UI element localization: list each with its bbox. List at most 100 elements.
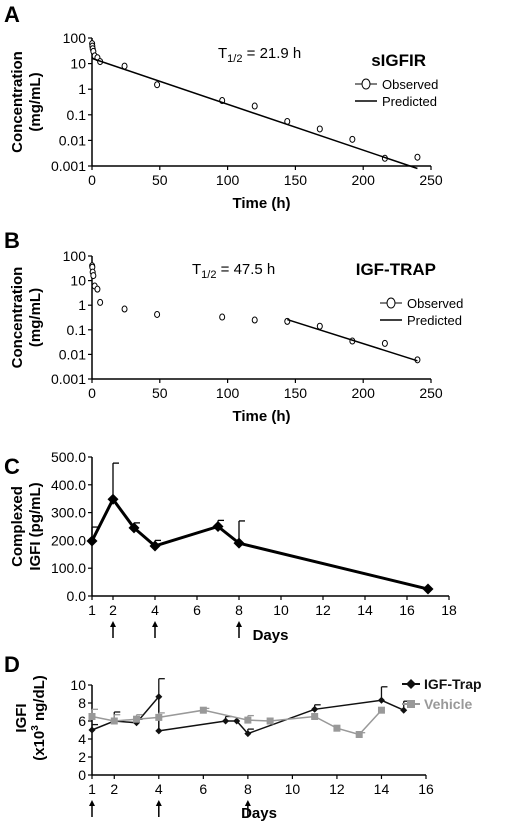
y-axis-label: (mg/mL) — [27, 288, 44, 347]
x-tick-label: 8 — [244, 781, 252, 797]
y-axis-label: (x103 ng/dL) — [30, 675, 48, 761]
data-point — [377, 706, 385, 714]
observed-point — [349, 135, 356, 143]
x-axis-label: Days — [253, 627, 289, 644]
data-point — [311, 713, 319, 720]
dose-arrow-head — [244, 800, 251, 806]
dose-arrow-head — [110, 621, 116, 627]
data-point — [422, 583, 434, 595]
y-tick-label: 8 — [78, 695, 86, 711]
observed-point — [154, 310, 161, 318]
y-tick-label: 200.0 — [51, 532, 86, 548]
legend-label: IGF-Trap — [424, 676, 482, 692]
annotation-symbol: T — [218, 45, 227, 62]
observed-point — [316, 322, 323, 330]
data-point — [199, 706, 207, 714]
dose-arrow-head — [152, 621, 158, 627]
observed-point — [414, 153, 421, 161]
x-tick-label: 16 — [418, 781, 434, 797]
y-tick-label: 1 — [78, 297, 86, 313]
data-point — [266, 717, 274, 725]
y-tick-label: 4 — [78, 731, 86, 747]
x-tick-label: 2 — [109, 602, 117, 618]
data-point — [86, 535, 98, 547]
panel-letter: B — [4, 228, 20, 253]
data-point — [377, 696, 385, 704]
x-tick-label: 12 — [329, 781, 345, 797]
observed-point — [90, 272, 97, 280]
legend-label: Vehicle — [424, 696, 472, 712]
x-tick-label: 200 — [352, 385, 376, 401]
data-point — [244, 716, 252, 724]
legend-swatch-marker — [361, 78, 371, 90]
series-line — [90, 496, 429, 591]
y-tick-label: 0.001 — [51, 371, 86, 387]
observed-point — [316, 125, 323, 133]
data-point — [110, 717, 118, 725]
legend-label: Predicted — [382, 94, 437, 109]
dose-arrow-head — [89, 800, 95, 806]
data-point — [88, 713, 96, 720]
predicted-line — [91, 57, 418, 170]
x-tick-label: 6 — [199, 781, 207, 797]
y-tick-label: 0 — [78, 767, 86, 783]
x-tick-label: 1 — [88, 781, 96, 797]
chart-title: sIGFIR — [371, 51, 426, 70]
x-tick-label: 200 — [352, 172, 376, 188]
x-tick-label: 4 — [151, 602, 159, 618]
annotation-value: = 47.5 h — [216, 261, 275, 278]
x-tick-label: 10 — [285, 781, 301, 797]
y-tick-label: 0.001 — [51, 158, 86, 174]
dose-arrow-head — [155, 800, 162, 806]
observed-point — [381, 339, 388, 347]
x-tick-label: 0 — [88, 385, 96, 401]
half-life-annotation: T1/2 = 21.9 h — [218, 45, 301, 65]
x-axis-label: Time (h) — [232, 195, 290, 212]
annotation-symbol: T — [192, 261, 201, 278]
y-tick-label: 500.0 — [51, 449, 86, 465]
observed-point — [94, 285, 101, 293]
predicted-line — [287, 318, 418, 362]
y-tick-label: 0.01 — [59, 132, 86, 148]
x-tick-label: 14 — [357, 602, 373, 618]
data-point — [244, 730, 252, 738]
legend-label: Observed — [382, 77, 438, 92]
y-tick-label: 0.0 — [67, 588, 87, 604]
data-point — [155, 727, 163, 735]
data-point — [233, 537, 245, 549]
data-point — [128, 522, 140, 534]
panel-d: D 0 2 4 6 8 10 1 2 4 6 8 10 12 14 16 Days IGFI(x103 ng/dL… — [4, 652, 482, 822]
panel-a: A 0.001 0.01 0.1 1 10 100 0 50 100 150 200 250 Time (… — [4, 2, 443, 212]
x-tick-label: 250 — [419, 172, 443, 188]
observed-point — [97, 298, 104, 306]
y-tick-label: 400.0 — [51, 477, 86, 493]
y-tick-label: 100.0 — [51, 560, 86, 576]
y-axis-label: Complexed — [9, 486, 26, 567]
data-point — [333, 724, 341, 732]
x-tick-label: 0 — [88, 172, 96, 188]
x-tick-label: 2 — [110, 781, 118, 797]
y-axis-label-superscript: 3 — [30, 725, 41, 731]
y-tick-label: 10 — [70, 677, 86, 693]
data-point — [107, 493, 119, 505]
y-axis-label: (mg/mL) — [27, 72, 44, 131]
chart-title: IGF-TRAP — [356, 260, 436, 279]
y-axis-label: IGFI — [13, 703, 30, 732]
y-tick-label: 10 — [70, 273, 86, 289]
legend-swatch-marker — [386, 297, 396, 309]
y-tick-label: 6 — [78, 713, 86, 729]
x-tick-label: 8 — [235, 602, 243, 618]
y-axis-label: Concentration — [9, 267, 26, 369]
x-axis-label: Days — [241, 805, 277, 822]
y-axis-label: Concentration — [9, 51, 26, 153]
legend-swatch-marker — [406, 679, 416, 689]
legend-label: Observed — [407, 296, 463, 311]
data-point — [133, 715, 141, 723]
data-point — [149, 540, 161, 552]
x-tick-label: 16 — [399, 602, 415, 618]
panel-letter: A — [4, 2, 20, 27]
annotation-value: = 21.9 h — [242, 45, 301, 62]
data-point — [400, 706, 408, 714]
x-tick-label: 100 — [216, 385, 240, 401]
